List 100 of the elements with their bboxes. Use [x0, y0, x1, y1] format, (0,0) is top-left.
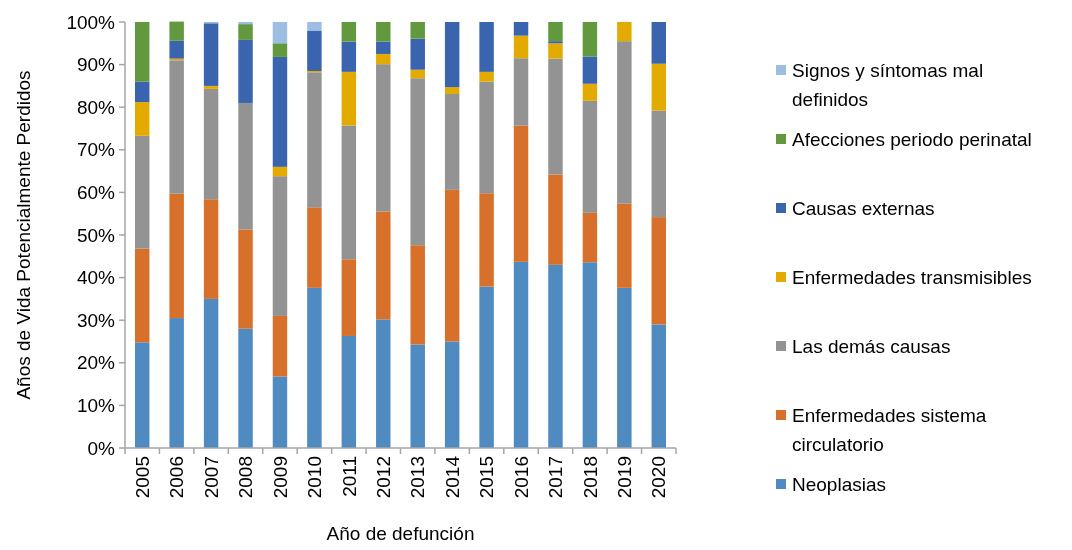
bar	[582, 56, 598, 84]
bar	[376, 319, 391, 448]
bar	[617, 41, 632, 204]
bar	[410, 69, 425, 79]
legend-label: Signos y síntomas mal definidos	[792, 59, 984, 111]
bar	[341, 41, 357, 72]
bar	[513, 22, 529, 36]
y-tick-label: 80%	[76, 96, 116, 118]
bar	[410, 38, 425, 70]
bar	[651, 324, 667, 448]
bar	[203, 85, 219, 89]
x-tick-label: 2019	[613, 456, 635, 499]
bar	[582, 83, 598, 101]
bar	[238, 22, 253, 25]
bar	[341, 22, 357, 42]
bar	[651, 63, 667, 111]
bar	[479, 71, 494, 82]
x-tick-label: 2008	[235, 456, 257, 499]
bar	[272, 376, 288, 448]
bar	[134, 248, 150, 343]
bar	[272, 315, 288, 377]
bar	[272, 176, 288, 316]
bar	[617, 287, 632, 448]
bar	[238, 328, 253, 448]
bar	[341, 125, 357, 260]
y-tick-label: 90%	[76, 54, 116, 76]
y-tick-label: 70%	[76, 139, 116, 161]
bar	[479, 193, 494, 287]
x-tick-label: 2009	[269, 456, 291, 499]
legend-label: Las demás causas	[792, 335, 951, 357]
y-tick-label: 40%	[76, 267, 116, 289]
bar	[169, 21, 184, 41]
legend-label: Enfermedades sistema circulatorio	[792, 404, 987, 456]
bar	[376, 211, 391, 320]
bar	[376, 41, 391, 54]
bar	[169, 60, 184, 194]
bar	[410, 344, 425, 448]
bar	[238, 24, 253, 40]
bar	[341, 259, 357, 336]
bar	[307, 22, 322, 31]
bar	[444, 22, 460, 88]
bar	[376, 53, 391, 65]
bar	[513, 35, 529, 59]
x-tick-label: 2005	[131, 456, 153, 499]
bar	[548, 174, 563, 265]
legend-label: Causas externas	[792, 197, 935, 219]
bar	[582, 262, 598, 448]
x-axis-title: Año de defunción	[326, 523, 475, 544]
bar	[134, 22, 150, 82]
bar	[651, 22, 667, 64]
bar	[307, 207, 322, 288]
x-tick-label: 2012	[372, 456, 394, 499]
bar	[203, 23, 219, 86]
y-axis-title: Años de Vida Potencialmente Perdidos	[13, 70, 34, 400]
bar	[272, 43, 288, 57]
bar	[169, 318, 184, 448]
x-tick-label: 2011	[338, 456, 360, 497]
bar	[238, 229, 253, 329]
bar	[444, 87, 460, 94]
bar	[548, 264, 563, 448]
bar	[134, 342, 150, 448]
bar	[238, 102, 253, 230]
bar	[651, 110, 667, 218]
bar	[548, 41, 563, 44]
x-tick-label: 2020	[648, 456, 670, 499]
bar	[548, 22, 563, 42]
x-tick-label: 2013	[407, 456, 429, 499]
y-tick-label: 60%	[76, 182, 116, 204]
y-tick-label: 30%	[76, 309, 116, 331]
bar	[444, 189, 460, 342]
x-tick-label: 2010	[304, 456, 326, 499]
bar	[203, 199, 219, 299]
bar	[134, 135, 150, 249]
x-tick-label: 2016	[510, 456, 532, 499]
bar	[169, 40, 184, 59]
bar	[513, 58, 529, 126]
bar	[410, 245, 425, 345]
bar	[444, 93, 460, 190]
bar	[341, 335, 357, 448]
bar	[479, 286, 494, 448]
y-tick-label: 20%	[76, 352, 116, 374]
y-tick-label: 10%	[76, 395, 116, 417]
bar	[341, 71, 357, 126]
x-tick-label: 2017	[545, 456, 567, 499]
bar	[513, 125, 529, 262]
bar	[479, 81, 494, 194]
x-tick-label: 2014	[441, 455, 463, 499]
bar	[376, 64, 391, 212]
bar	[169, 193, 184, 319]
x-tick-label: 2015	[476, 456, 498, 499]
bar	[134, 102, 150, 136]
bar	[307, 72, 322, 208]
bar	[513, 261, 529, 448]
bar	[272, 166, 288, 177]
bar	[548, 58, 563, 175]
bar	[617, 203, 632, 288]
bar	[410, 22, 425, 39]
bar	[582, 212, 598, 263]
bar	[479, 22, 494, 72]
bar	[272, 22, 288, 44]
